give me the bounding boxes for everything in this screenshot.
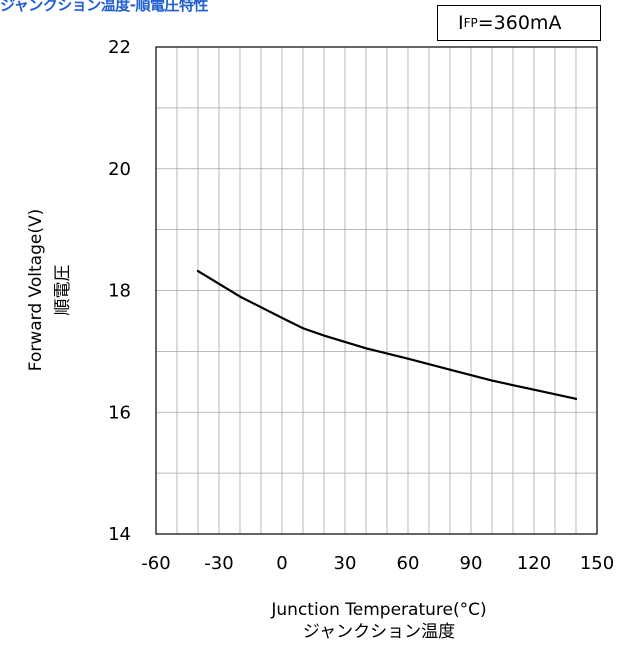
data-point [574, 397, 578, 400]
y-tick-label: 14 [108, 524, 131, 545]
condition-symbol: I [458, 12, 464, 34]
y-axis-label: Forward Voltage(V) [26, 209, 46, 371]
data-point [406, 357, 410, 360]
data-point [490, 379, 494, 382]
x-tick-label: 90 [460, 553, 483, 574]
condition-subscript: FP [463, 16, 478, 30]
data-point [196, 269, 200, 273]
x-tick-labels: -60 -30 0 30 60 90 120 150 [141, 553, 614, 574]
x-axis-label: Junction Temperature(°C) [270, 600, 486, 620]
x-tick-label: 30 [334, 553, 357, 574]
grid [155, 46, 598, 535]
data-point [322, 334, 326, 337]
x-tick-label: 120 [517, 553, 551, 574]
data-point [448, 368, 452, 371]
data-point [280, 316, 284, 319]
y-tick-label: 20 [108, 159, 131, 180]
condition-value: =360mA [477, 12, 562, 34]
y-tick-label: 16 [108, 402, 131, 423]
x-tick-label: -60 [141, 553, 170, 574]
x-tick-label: 60 [397, 553, 420, 574]
x-tick-label: 150 [580, 553, 614, 574]
x-axis-label-jp: ジャンクション温度 [303, 622, 455, 642]
data-point [238, 295, 242, 298]
y-axis-label-jp: 順電圧 [53, 265, 73, 316]
y-tick-labels: 14 16 18 20 22 [108, 37, 131, 545]
x-tick-label: -30 [204, 553, 233, 574]
y-tick-label: 22 [108, 37, 131, 58]
x-tick-label: 0 [276, 553, 287, 574]
y-tick-label: 18 [108, 281, 131, 302]
chart-title: ジャンクション温度-順電圧特性 [0, 0, 208, 14]
plot-frame [155, 46, 598, 535]
data-point [532, 388, 536, 391]
data-point [364, 347, 368, 350]
data-point [301, 327, 305, 330]
series-group [196, 269, 578, 400]
condition-box: I FP =360mA [437, 5, 601, 41]
